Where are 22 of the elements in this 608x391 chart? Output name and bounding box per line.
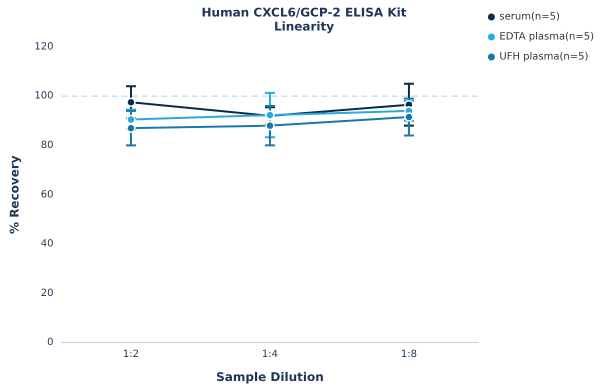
x-tick-label: 1:2	[122, 349, 140, 360]
y-tick-label: 40	[40, 238, 54, 250]
y-axis-title: % Recovery	[7, 155, 22, 234]
point	[265, 120, 275, 130]
chart-title: Human CXCL6/GCP-2 ELISA Kit	[201, 5, 407, 20]
chart-subtitle: Linearity	[274, 20, 334, 34]
point	[126, 123, 136, 133]
point	[126, 98, 136, 108]
point	[126, 114, 136, 124]
y-tick-label: 120	[34, 41, 54, 52]
x-tick-label: 1:8	[400, 349, 417, 360]
point	[404, 112, 414, 122]
y-tick-label: 60	[40, 189, 54, 200]
y-tick-label: 20	[40, 288, 54, 299]
legend-label: UFH plasma(n=5)	[499, 52, 588, 63]
y-tick-label: 100	[34, 90, 54, 102]
legend-label: EDTA plasma(n=5)	[499, 32, 594, 43]
x-tick-label: 1:4	[262, 349, 278, 360]
x-axis-title: Sample Dilution	[216, 370, 324, 384]
legend-label: serum(n=5)	[499, 12, 560, 23]
y-tick-label: 0	[47, 337, 54, 348]
y-tick-label: 80	[40, 140, 54, 151]
